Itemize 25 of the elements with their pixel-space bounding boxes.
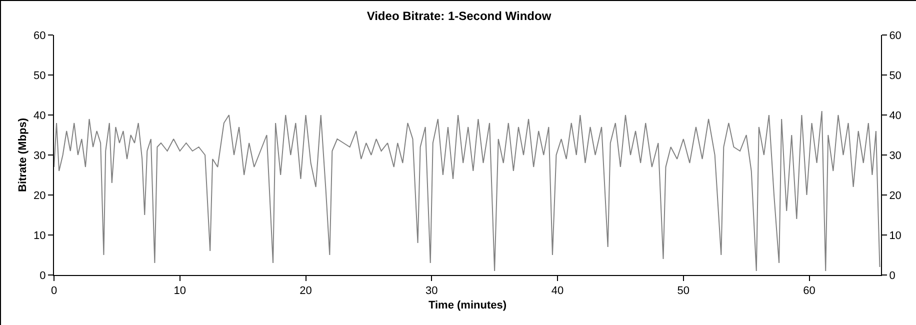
y-axis-title: Bitrate (Mbps) xyxy=(17,118,30,192)
y-tick-label: 10 xyxy=(34,230,46,242)
y-tick-label: 40 xyxy=(34,110,46,122)
y-tick-label: 30 xyxy=(34,150,46,162)
y2-tick-label: 60 xyxy=(889,30,902,42)
y-tick-label: 20 xyxy=(34,190,46,202)
y-tick-label: 50 xyxy=(34,70,46,82)
x-tick-label: 50 xyxy=(677,285,690,298)
x-tick-label: 0 xyxy=(50,285,58,298)
y2-tick-label: 50 xyxy=(889,70,902,82)
x-tick-label: 40 xyxy=(551,285,564,298)
x-tick-label: 20 xyxy=(300,285,312,298)
x-axis-title: Time (minutes) xyxy=(428,299,507,312)
x-tick-label: 60 xyxy=(803,285,816,298)
x-tick-label: 30 xyxy=(426,285,438,298)
line-series xyxy=(54,110,880,272)
y2-tick-label: 10 xyxy=(889,230,902,242)
chart-title: Video Bitrate: 1-Second Window xyxy=(366,8,552,23)
y-tick-label: 0 xyxy=(40,270,46,282)
y-tick-label: 60 xyxy=(34,30,46,42)
y2-tick-label: 0 xyxy=(889,270,896,282)
y2-tick-label: 20 xyxy=(889,190,902,202)
y2-tick-label: 40 xyxy=(889,110,902,122)
x-tick-label: 10 xyxy=(174,285,186,298)
y2-tick-label: 30 xyxy=(889,150,902,162)
